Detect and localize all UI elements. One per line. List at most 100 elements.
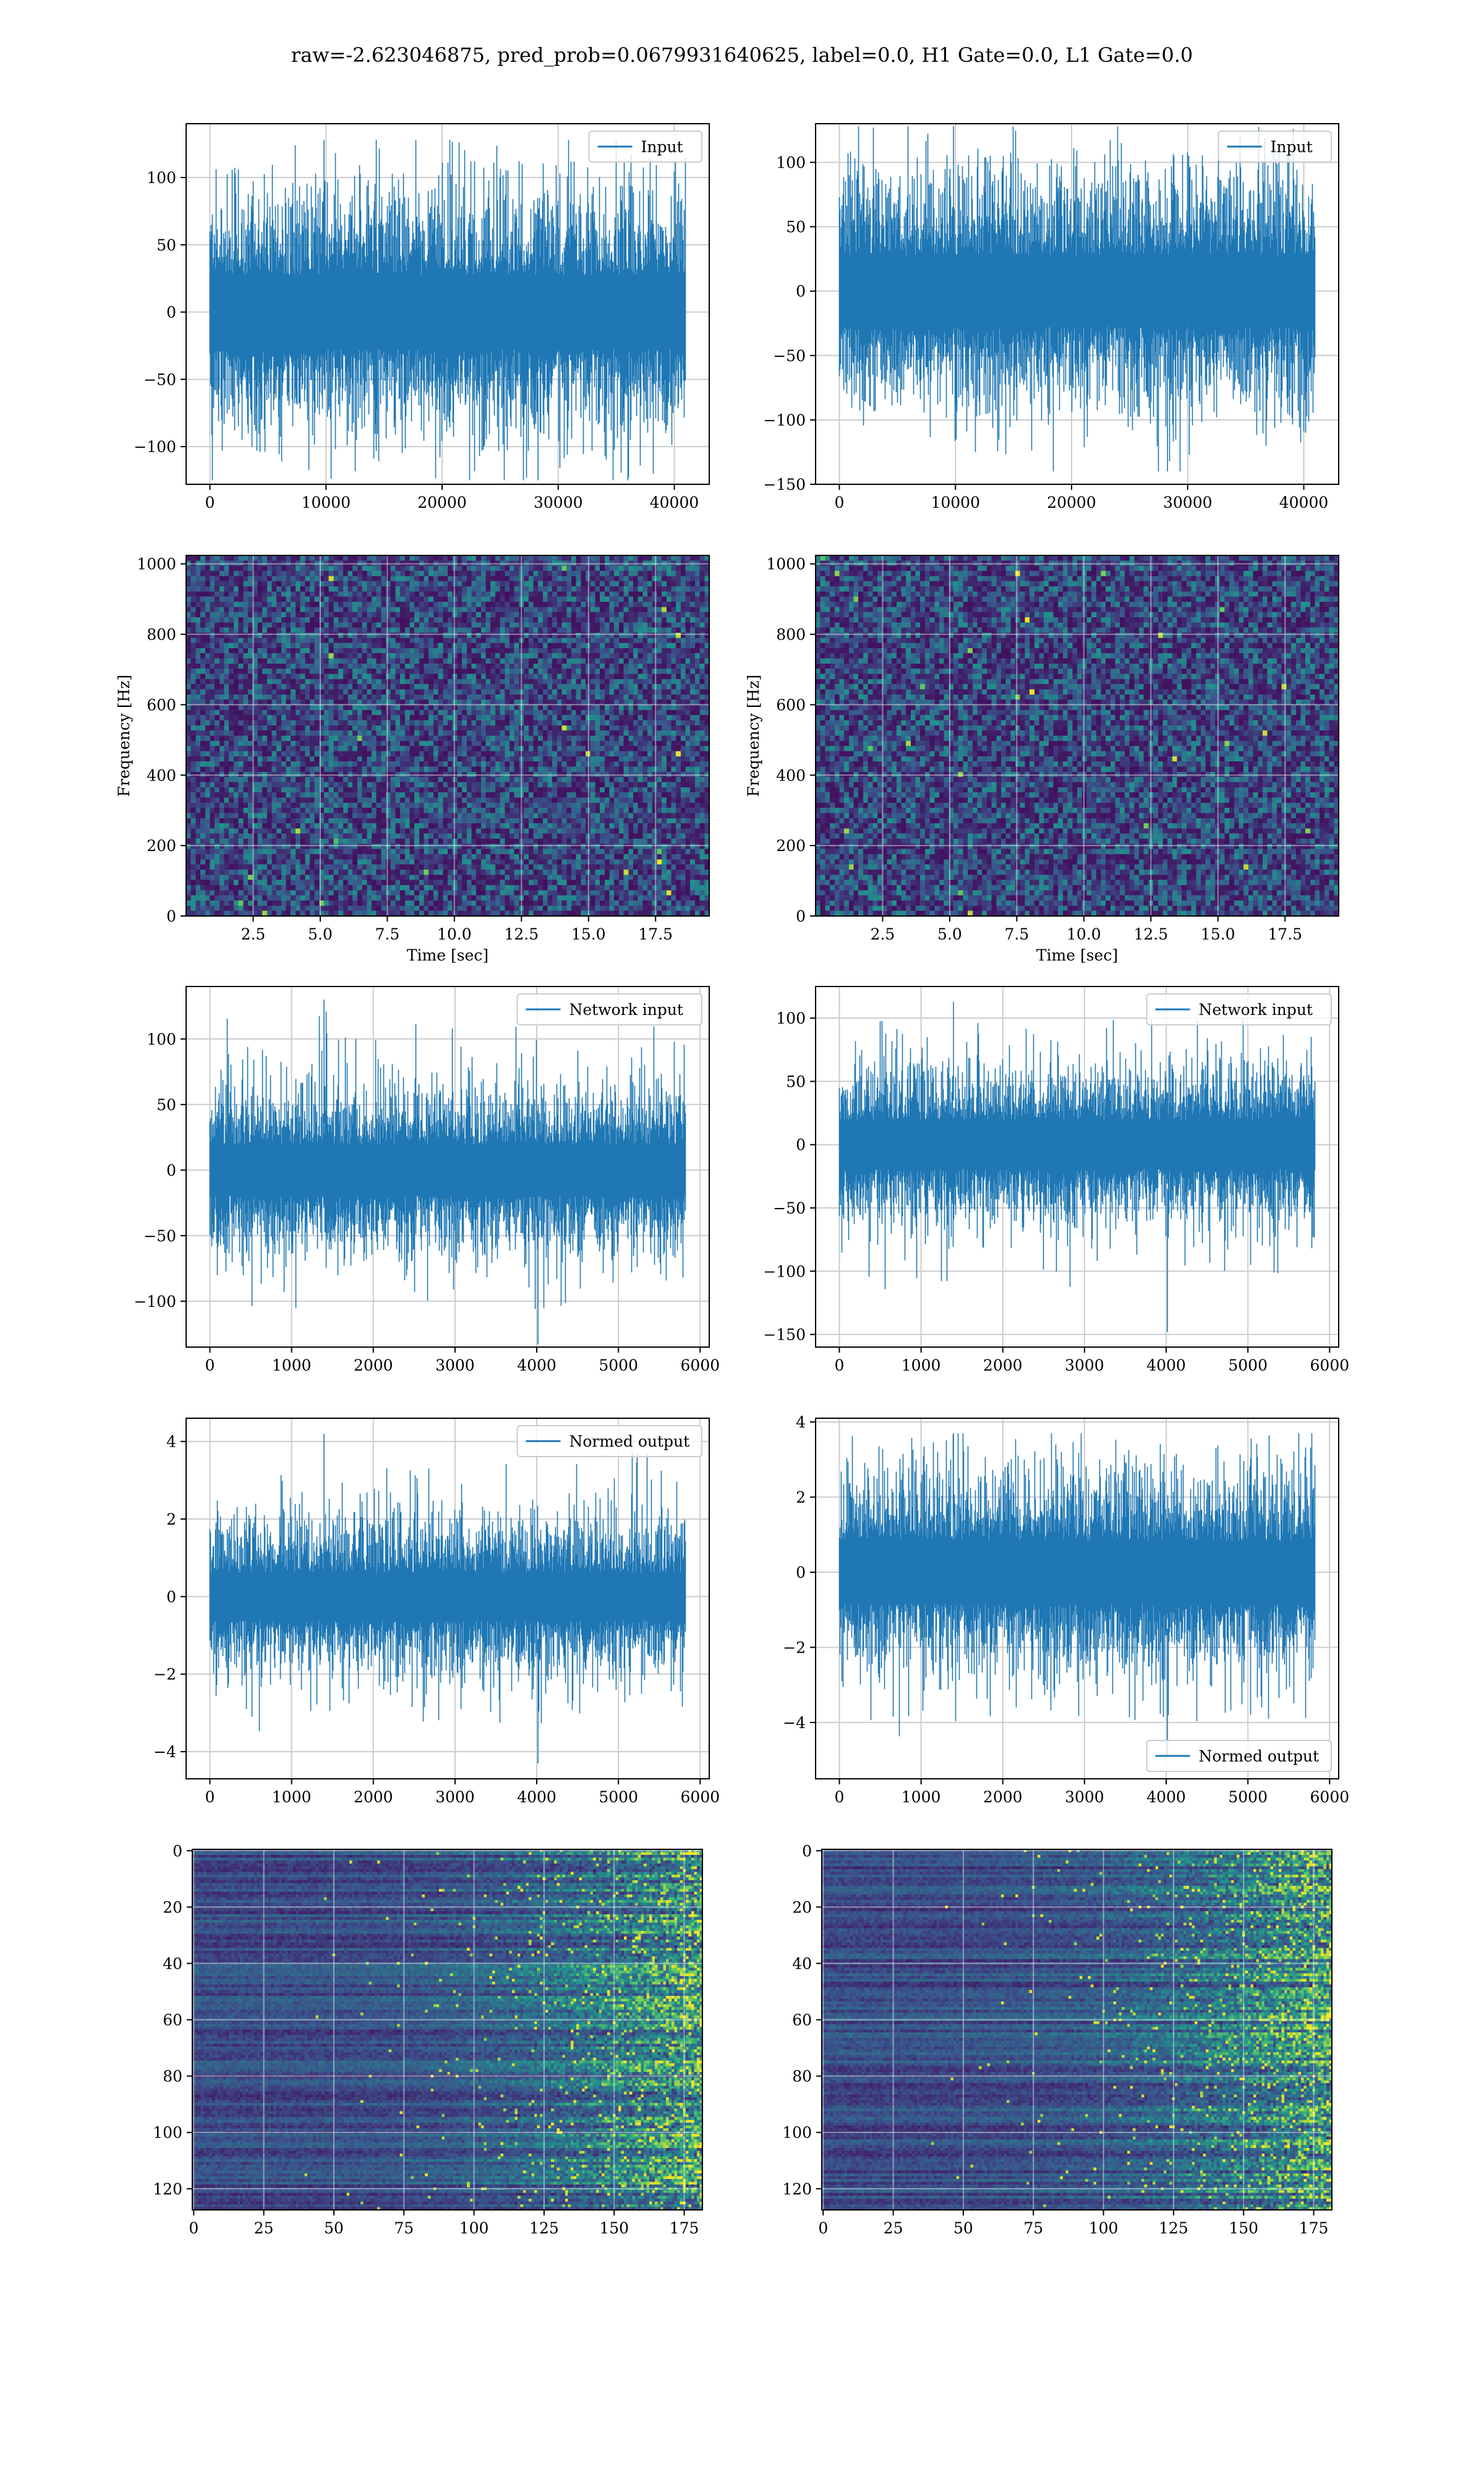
input_h1-series-line: [210, 140, 686, 480]
input_l1-xtick-label-4: 40000: [1279, 494, 1329, 511]
input_h1-ytick-label-2: 0: [166, 304, 176, 322]
input_l1-xtick-label-2: 20000: [1047, 494, 1096, 511]
spectrogram_l1-xtick-label-4: 12.5: [1133, 925, 1168, 943]
feature_map_h1-ytick-label-0: 0: [173, 1842, 182, 1860]
input_l1-ytick-label-5: 100: [776, 153, 806, 171]
feature_map_l1-ytick-label-0: 0: [802, 1842, 812, 1860]
normed_output_h1-legend-label: Normed output: [569, 1432, 690, 1450]
spectrogram_h1-xtick-label-6: 17.5: [638, 925, 673, 943]
normed_output_l1-ytick-label-4: 4: [796, 1413, 806, 1431]
feature_map_h1-xtick-label-2: 50: [324, 2219, 344, 2237]
feature_map_l1-ytick-label-6: 120: [782, 2180, 812, 2198]
input_l1-chart: 0 10000 20000 30000 40000−150−100−50050100In…: [763, 124, 1339, 511]
feature_map_l1-ytick-label-5: 100: [782, 2124, 812, 2142]
feature_map_h1-xtick-label-0: 0: [189, 2219, 198, 2237]
normed_output_h1-ytick-label-3: 2: [166, 1510, 176, 1528]
input_l1-xtick-label-0: 0: [835, 494, 845, 511]
normed_output_l1-ytick-label-3: 2: [796, 1489, 806, 1507]
normed_output_h1-ytick-label-1: −2: [153, 1666, 176, 1684]
spectrogram_h1-xtick-label-1: 5.0: [308, 925, 333, 943]
network_input_l1-xtick-label-2: 2000: [983, 1356, 1023, 1374]
feature_map_l1-ytick-label-2: 40: [792, 1954, 812, 1972]
normed_output_l1-xtick-label-1: 1000: [902, 1788, 941, 1806]
feature_map_l1-xtick-label-5: 125: [1159, 2219, 1188, 2237]
normed_output_h1-series-line: [210, 1434, 686, 1763]
figure-title: raw=-2.623046875, pred_prob=0.0679931640…: [291, 43, 1193, 67]
input_h1-ytick-label-1: −50: [143, 370, 176, 388]
network_input_l1-xtick-label-6: 6000: [1310, 1356, 1350, 1374]
feature_map_h1-ytick-label-1: 20: [163, 1898, 182, 1916]
feature_map_h1-ytick-label-2: 40: [163, 1954, 182, 1972]
spectrogram_l1-xtick-label-1: 5.0: [937, 925, 962, 943]
spectrogram_h1-xtick-label-5: 15.0: [571, 925, 606, 943]
network_input_h1-ytick-label-2: 0: [166, 1162, 176, 1179]
spectrogram_l1-xlabel: Time [sec]: [1036, 946, 1118, 964]
network_input_h1-chart: 0 1000 2000 3000 4000 5000 6000−100−50050100Ne…: [134, 987, 720, 1374]
network_input_l1-legend-label: Network input: [1199, 1001, 1313, 1019]
network_input_l1-ytick-label-4: 50: [786, 1072, 806, 1090]
normed_output_h1-xtick-label-5: 5000: [599, 1788, 638, 1806]
network_input_h1-ytick-label-4: 100: [147, 1030, 176, 1048]
spectrogram_h1-chart: 2.5 5.0 7.5 10.0 12.5 15.0 17.5020040060080010…: [115, 555, 710, 964]
input_h1-xtick-label-1: 10000: [301, 494, 351, 511]
spectrogram_l1-ytick-label-4: 800: [776, 626, 806, 644]
feature_map_l1-ytick-label-1: 20: [792, 1898, 812, 1916]
input_h1-ytick-label-4: 100: [147, 169, 176, 187]
feature_map_l1-xtick-label-2: 50: [953, 2219, 973, 2237]
network_input_h1-xtick-label-5: 5000: [599, 1356, 638, 1374]
spectrogram_l1-ytick-label-2: 400: [776, 766, 806, 784]
feature_map_h1-xtick-label-7: 175: [670, 2219, 699, 2237]
spectrogram_l1-chart: 2.5 5.0 7.5 10.0 12.5 15.0 17.5020040060080010…: [744, 555, 1339, 964]
feature_map_h1-cells: [192, 1849, 703, 2211]
input_l1-ytick-label-2: −50: [773, 347, 806, 365]
normed_output_l1-ytick-label-0: −4: [783, 1714, 806, 1732]
spectrogram_h1-ytick-label-4: 800: [147, 626, 176, 644]
normed_output_h1-ytick-label-4: 4: [166, 1433, 176, 1451]
network_input_h1-xtick-label-1: 1000: [272, 1356, 312, 1374]
input_l1-ytick-label-1: −100: [763, 411, 806, 429]
network_input_l1-xtick-label-3: 3000: [1065, 1356, 1104, 1374]
feature_map_l1-xtick-label-7: 175: [1299, 2219, 1329, 2237]
spectrogram_l1-xtick-label-0: 2.5: [871, 925, 895, 943]
charts-container: 0 10000 20000 30000 40000−100−50050100Input0…: [115, 124, 1349, 2237]
network_input_h1-xtick-label-2: 2000: [354, 1356, 393, 1374]
input_h1-ytick-label-0: −100: [134, 438, 176, 456]
network_input_l1-ytick-label-1: −100: [763, 1262, 806, 1280]
normed_output_h1-xtick-label-2: 2000: [354, 1788, 393, 1806]
spectrogram_h1-ytick-label-5: 1000: [137, 555, 176, 573]
feature_map_l1-cells: [822, 1849, 1333, 2211]
feature_map_h1-xtick-label-4: 100: [459, 2219, 489, 2237]
network_input_h1-xtick-label-6: 6000: [681, 1356, 720, 1374]
feature_map_l1-xtick-label-0: 0: [818, 2219, 828, 2237]
input_h1-ytick-label-3: 50: [156, 236, 176, 254]
normed_output_l1-ytick-label-2: 0: [796, 1564, 806, 1582]
input_l1-xtick-label-3: 30000: [1163, 494, 1213, 511]
input_h1-xtick-label-2: 20000: [417, 494, 467, 511]
spectrogram_h1-ytick-label-0: 0: [166, 907, 176, 925]
spectrogram_l1-ytick-label-0: 0: [796, 907, 806, 925]
normed_output_h1-ytick-label-2: 0: [166, 1588, 176, 1606]
spectrogram_h1-ylabel: Frequency [Hz]: [115, 675, 133, 797]
spectrogram_h1-ytick-label-3: 600: [147, 696, 176, 714]
network_input_l1-series-line: [840, 1002, 1315, 1332]
spectrogram_l1-xtick-label-6: 17.5: [1268, 925, 1302, 943]
spectrogram_l1-cells: [816, 555, 1339, 917]
normed_output_h1-xtick-label-4: 4000: [517, 1788, 556, 1806]
spectrogram_h1-ytick-label-2: 400: [147, 766, 176, 784]
normed_output_l1-ytick-label-1: −2: [783, 1638, 806, 1656]
network_input_h1-xtick-label-3: 3000: [435, 1356, 475, 1374]
feature_map_h1-xtick-label-5: 125: [529, 2219, 559, 2237]
feature_map_h1-ytick-label-3: 60: [163, 2011, 182, 2029]
spectrogram_l1-xtick-label-3: 10.0: [1067, 925, 1101, 943]
input_l1-legend-label: Input: [1271, 138, 1313, 156]
spectrogram_l1-ytick-label-5: 1000: [766, 555, 806, 573]
input_h1-legend-label: Input: [641, 138, 683, 156]
feature_map_h1-xtick-label-6: 150: [599, 2219, 629, 2237]
input_l1-ytick-label-3: 0: [796, 283, 806, 301]
feature_map_l1-xtick-label-4: 100: [1089, 2219, 1119, 2237]
normed_output_l1-xtick-label-2: 2000: [983, 1788, 1023, 1806]
normed_output_h1-ytick-label-0: −4: [153, 1743, 176, 1761]
